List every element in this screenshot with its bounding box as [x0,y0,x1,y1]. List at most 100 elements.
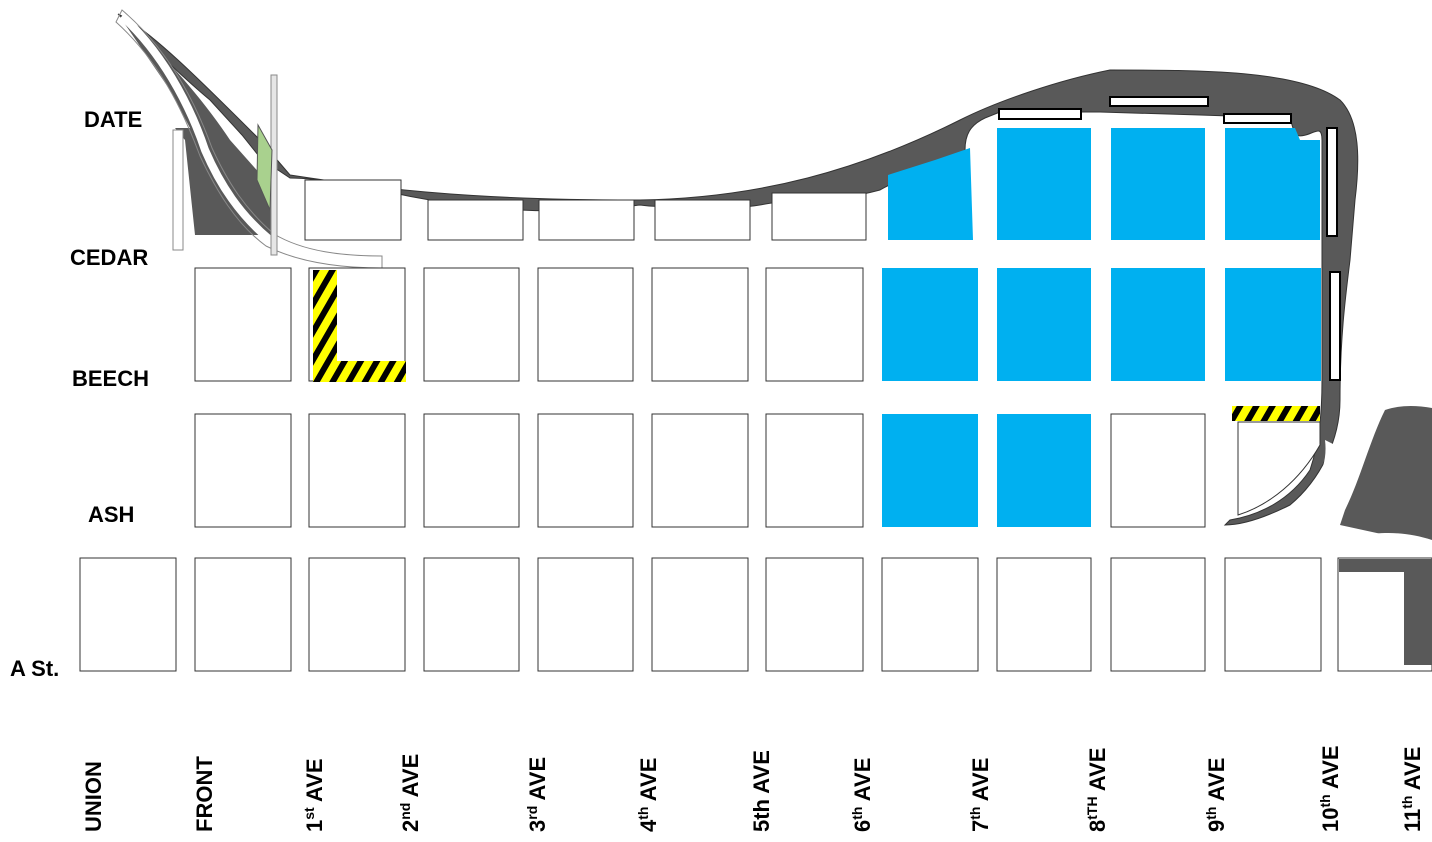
block [423,267,520,382]
avenue-label-4th: 4th AVE [635,758,661,832]
avenue-label-9th: 9th AVE [1203,758,1229,832]
pier [1329,271,1341,381]
avenue-label-rest: AVE [636,758,661,807]
avenue-label-base: 6 [850,820,875,832]
block [537,413,634,528]
avenue-label-base: 1 [302,820,327,832]
block-highlighted [1111,268,1205,381]
block [765,413,864,528]
avenue-label-union: UNION [81,761,106,832]
block [427,199,524,241]
avenue-label-rest: AVE [302,758,327,807]
avenue-label-base: FRONT [192,756,217,832]
block [538,199,635,241]
avenue-label-base: 3 [525,820,550,832]
hazard-zone [313,361,406,382]
avenue-label-rest: AVE [1400,747,1425,796]
avenue-label-base: 10 [1318,808,1343,832]
avenue-label-sup: st [301,807,317,820]
block [881,557,979,672]
avenue-label-rest: AVE [1318,745,1343,794]
avenue-label-sup: th [849,807,865,820]
street-label-date: DATE [84,107,142,132]
block [423,557,520,672]
east-road-2 [1325,533,1432,552]
avenue-label-base: 4 [636,819,661,832]
block-highlighted [997,414,1091,527]
block [308,413,406,528]
block [423,413,520,528]
block [537,267,634,382]
avenue-label-6th: 6th AVE [849,758,875,832]
avenue-label-sup: th [1203,807,1219,820]
avenue-label-base: 5th AVE [749,750,774,832]
hazard-zone [1232,406,1320,421]
block [1110,557,1206,672]
east-road [1255,440,1345,530]
waterfront-east [1340,405,1432,545]
block [304,179,402,241]
block [308,557,406,672]
block-highlighted [888,148,973,240]
street-label-cedar: CEDAR [70,245,148,270]
block [765,557,864,672]
avenue-label-rest: AVE [1204,758,1229,807]
block [194,557,292,672]
avenue-label-10th: 10th AVE [1317,745,1343,832]
avenue-label-rest: AVE [1085,748,1110,797]
block-highlighted [882,268,978,381]
street-label-a-st: A St. [10,656,59,681]
avenue-label-base: 2 [398,820,423,832]
union-post [172,129,184,251]
block [771,192,867,241]
avenue-label-base: 11 [1400,809,1425,832]
avenue-label-sup: th [1399,796,1415,809]
block [651,557,749,672]
avenue-label-11th: 11th AVE [1399,747,1425,832]
street-label-ash: ASH [88,502,134,527]
block-highlighted [997,268,1091,381]
avenue-label-base: 8 [1085,820,1110,832]
pier [1223,113,1292,124]
block [651,267,749,382]
pier [998,108,1082,120]
block [1110,413,1206,528]
block [654,199,751,241]
avenue-label-sup: rd [524,806,540,820]
pier [1109,96,1209,107]
avenue-label-front: FRONT [192,756,217,832]
avenue-label-sup: nd [397,803,413,820]
avenue-label-sup: th [967,807,983,820]
block [996,557,1092,672]
avenue-label-7th: 7th AVE [967,758,993,832]
block-highlighted [1225,128,1320,240]
waterfront-southeast [1339,559,1432,665]
pier [1326,127,1338,237]
avenue-label-1st: 1st AVE [301,758,327,832]
avenue-label-rest: AVE [398,754,423,803]
shoreline-road-outline [115,9,383,269]
block-highlighted [997,128,1091,240]
avenue-label-rest: AVE [525,757,550,806]
block [194,267,292,382]
avenue-label-rest: AVE [968,758,993,807]
avenue-label-3rd: 3rd AVE [524,757,550,832]
block [537,557,634,672]
avenue-label-5th: 5th AVE [749,750,774,832]
avenue-label-base: UNION [81,761,106,832]
avenue-label-base: 7 [968,820,993,832]
block [1237,421,1321,516]
block [765,267,864,382]
avenue-label-sup: th [1317,794,1333,807]
avenue-label-base: 9 [1204,820,1229,832]
avenue-label-2nd: 2nd AVE [397,754,423,832]
street-label-beech: BEECH [72,366,149,391]
block [79,557,177,672]
shoreline-road [119,13,381,266]
avenue-label-rest: AVE [850,758,875,807]
avenue-label-sup: tTH [1084,796,1100,819]
block-highlighted [1111,128,1205,240]
green-area [256,123,273,211]
block-highlighted [1225,268,1321,381]
